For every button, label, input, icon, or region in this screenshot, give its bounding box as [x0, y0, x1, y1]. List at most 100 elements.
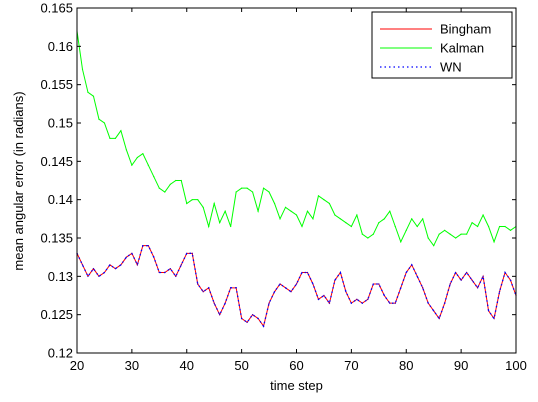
data-point-wn: [416, 275, 418, 277]
x-tick-label: 20: [70, 358, 84, 373]
data-point-wn: [482, 275, 484, 277]
data-point-wn: [334, 279, 336, 281]
data-point-kalman: [361, 233, 363, 235]
data-point-kalman: [109, 137, 111, 139]
x-tick-label: 40: [180, 358, 194, 373]
data-point-wn: [367, 298, 369, 300]
data-point-kalman: [180, 179, 182, 182]
data-point-wn: [306, 271, 309, 274]
data-point-kalman: [158, 187, 160, 189]
data-point-kalman: [422, 218, 424, 220]
data-point-kalman: [273, 202, 276, 205]
data-point-wn: [262, 325, 265, 327]
data-point-kalman: [493, 241, 495, 243]
data-point-kalman: [191, 199, 193, 201]
x-tick-label: 100: [505, 358, 527, 373]
x-tick-label: 70: [344, 358, 358, 373]
data-point-wn: [476, 287, 479, 289]
data-point-kalman: [367, 237, 369, 239]
data-point-wn: [153, 256, 155, 258]
data-point-kalman: [471, 222, 473, 224]
data-point-kalman: [476, 225, 479, 228]
data-point-kalman: [279, 218, 281, 220]
data-point-kalman: [186, 202, 188, 205]
data-point-kalman: [81, 68, 84, 70]
data-point-kalman: [120, 130, 122, 132]
data-point-kalman: [487, 225, 490, 228]
data-point-wn: [175, 275, 177, 277]
data-point-wn: [433, 310, 435, 312]
data-point-kalman: [498, 225, 501, 228]
data-point-wn: [295, 283, 298, 285]
data-point-kalman: [416, 225, 418, 228]
x-tick-label: 90: [454, 358, 468, 373]
data-point-kalman: [345, 222, 347, 224]
data-point-kalman: [92, 95, 95, 97]
x-axis-title: time step: [270, 378, 323, 393]
data-point-kalman: [208, 225, 210, 228]
data-point-kalman: [219, 222, 221, 224]
data-point-kalman: [411, 218, 413, 220]
data-point-wn: [466, 271, 468, 274]
data-point-kalman: [460, 233, 462, 235]
data-point-kalman: [295, 214, 298, 216]
data-point-wn: [230, 287, 232, 289]
data-point-kalman: [383, 218, 385, 220]
data-point-wn: [125, 256, 127, 258]
data-point-wn: [109, 264, 111, 266]
data-point-wn: [241, 317, 243, 320]
data-point-wn: [147, 245, 149, 247]
data-point-wn: [273, 291, 276, 293]
data-point-wn: [252, 314, 254, 316]
legend-label-bingham: Bingham: [440, 22, 491, 37]
data-point-wn: [383, 294, 385, 297]
y-tick-label: 0.14: [48, 192, 73, 207]
data-point-kalman: [504, 225, 506, 228]
data-point-kalman: [147, 164, 149, 166]
data-point-wn: [471, 279, 473, 281]
data-point-kalman: [202, 206, 204, 208]
data-point-wn: [389, 302, 391, 304]
y-tick-label: 0.135: [40, 231, 73, 246]
ticks-layer: 20 30 40 50 60 70 80 90 100 0.12 0.125 0.13 0.135 0.1…: [40, 1, 526, 374]
data-point-wn: [213, 302, 215, 304]
data-point-kalman: [433, 245, 435, 247]
data-point-kalman: [317, 195, 320, 197]
x-tick-label: 50: [234, 358, 248, 373]
data-point-kalman: [306, 210, 309, 212]
data-point-kalman: [235, 191, 237, 193]
data-point-kalman: [400, 241, 402, 243]
data-point-wn: [235, 287, 237, 289]
y-tick-label: 0.125: [40, 307, 73, 322]
series-points-wn: [76, 245, 517, 327]
data-point-kalman: [262, 187, 265, 189]
data-point-wn: [92, 268, 95, 270]
legend: Bingham Kalman WN: [371, 11, 513, 79]
data-point-wn: [164, 271, 166, 274]
data-point-wn: [202, 291, 204, 293]
data-point-kalman: [482, 214, 484, 216]
data-point-wn: [361, 302, 363, 304]
data-point-kalman: [252, 191, 254, 193]
data-point-kalman: [334, 214, 336, 216]
data-point-wn: [444, 302, 446, 304]
data-point-kalman: [224, 210, 226, 212]
data-point-kalman: [246, 187, 248, 189]
data-point-kalman: [197, 199, 199, 201]
legend-label-wn: WN: [440, 60, 462, 75]
y-tick-label: 0.12: [48, 346, 73, 361]
data-point-wn: [103, 271, 106, 274]
data-point-wn: [98, 275, 100, 277]
data-point-wn: [246, 321, 248, 323]
data-point-wn: [493, 317, 495, 320]
data-point-kalman: [438, 233, 440, 235]
data-point-wn: [438, 317, 440, 320]
data-point-kalman: [125, 149, 127, 151]
x-tick-label: 30: [125, 358, 139, 373]
data-point-kalman: [87, 91, 89, 93]
data-point-kalman: [164, 191, 166, 193]
data-point-wn: [208, 287, 210, 289]
data-point-kalman: [301, 225, 303, 228]
data-point-wn: [131, 252, 133, 254]
data-point-wn: [257, 317, 259, 320]
